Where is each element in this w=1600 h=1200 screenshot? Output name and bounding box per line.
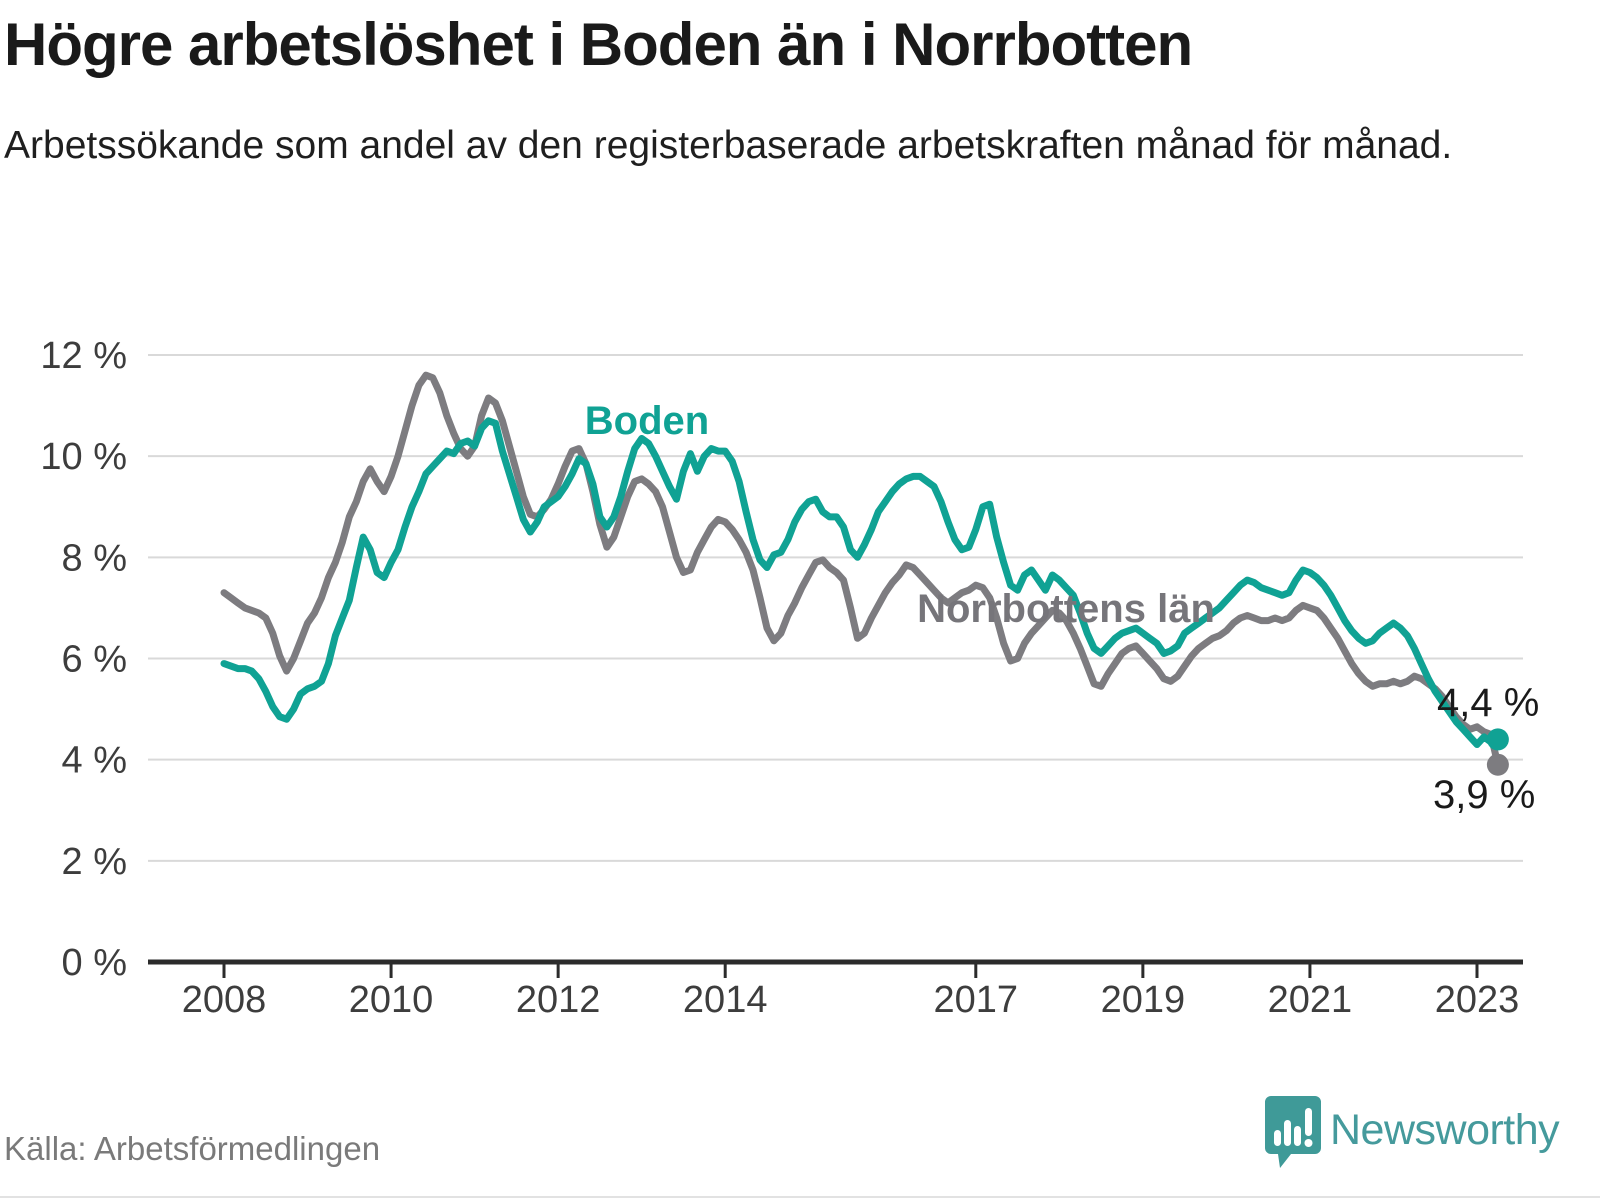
y-tick-label: 0 % [62,942,127,984]
unemployment-line-chart: 0 % 2 % 4 % 6 % 8 % 10 % 12 % 2008 2010 2012 2014… [40,335,1539,1021]
bottom-border [0,1196,1600,1198]
x-tick-label: 2010 [349,979,434,1021]
y-tick-label: 6 % [62,639,127,681]
logo-bars-icon [1274,1108,1313,1147]
end-value-label-boden: 4,4 % [1437,681,1539,725]
y-tick-label: 4 % [62,740,127,782]
y-tick-label: 12 % [40,335,127,377]
x-tick-label: 2014 [683,979,768,1021]
x-tick-label: 2008 [182,979,267,1021]
series-label-boden: Boden [585,399,709,443]
end-dot-boden [1486,728,1509,751]
x-tick-label: 2012 [516,979,601,1021]
line-boden [220,417,1502,748]
page-title: Högre arbetslöshet i Boden än i Norrbott… [4,11,1193,78]
newsworthy-logo-icon [1265,1096,1321,1168]
end-dots [1486,728,1509,776]
y-tick-label: 10 % [40,436,127,478]
axis: 2008 2010 2012 2014 2017 2019 2021 2023 [148,959,1523,1021]
end-dot-norrbottens-l-n [1486,753,1509,776]
line-norrbottens-l-n [220,371,1502,769]
chart-subtitle: Arbetssökande som andel av den registerb… [4,124,1453,167]
x-tick-label: 2021 [1268,979,1353,1021]
x-tick-label: 2019 [1101,979,1186,1021]
y-tick-label: 2 % [62,841,127,883]
logo-pin-shape [1265,1096,1321,1168]
end-value-label-norrbotten: 3,9 % [1433,773,1535,817]
gridlines: 0 % 2 % 4 % 6 % 8 % 10 % 12 % [40,335,1523,984]
source-note: Källa: Arbetsförmedlingen [4,1130,381,1167]
newsworthy-wordmark: Newsworthy [1330,1106,1560,1154]
y-tick-label: 8 % [62,537,127,579]
series-label-norrbotten: Norrbottens län [917,587,1215,631]
x-tick-label: 2023 [1435,979,1520,1021]
chart-series [220,371,1502,769]
x-tick-label: 2017 [934,979,1019,1021]
